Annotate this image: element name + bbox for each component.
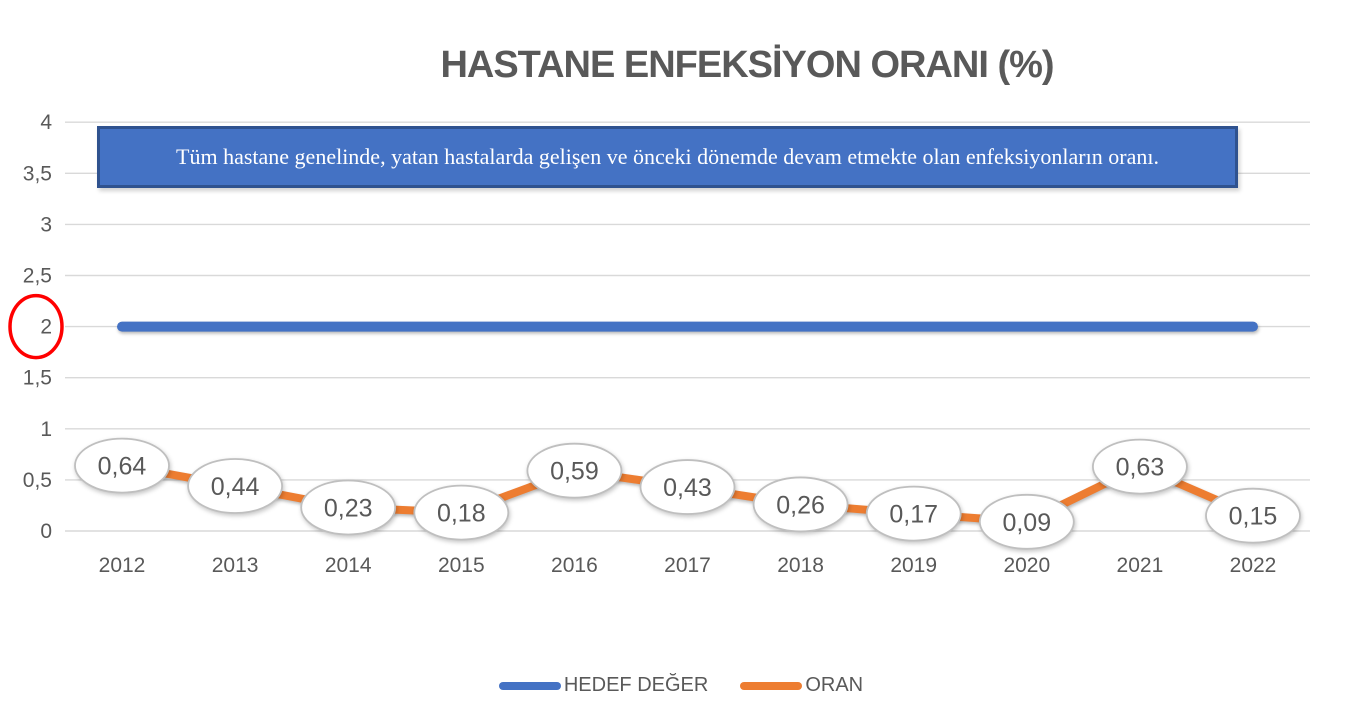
x-axis-tick-label: 2022 [1230, 554, 1277, 577]
data-label-bubble [300, 479, 397, 536]
data-label: 0,44 [211, 473, 260, 501]
data-label-bubble [187, 458, 284, 514]
x-axis-tick-label: 2019 [890, 554, 937, 577]
x-axis-tick-label: 2013 [212, 554, 259, 577]
data-label: 0,63 [1116, 454, 1165, 482]
data-label: 0,64 [98, 453, 147, 481]
x-axis-tick-label: 2017 [664, 554, 711, 577]
x-axis-tick-label: 2014 [325, 554, 372, 577]
data-label: 0,17 [889, 501, 938, 529]
data-label-bubble [639, 459, 736, 515]
legend-label-oran: ORAN [805, 674, 864, 696]
data-label: 0,15 [1229, 503, 1278, 531]
y-axis-tick-label: 3 [40, 213, 52, 236]
data-label-bubble [865, 485, 962, 542]
data-label-bubble [74, 437, 170, 494]
data-label: 0,18 [437, 500, 486, 528]
x-axis-tick-label: 2012 [99, 554, 146, 577]
description-banner: Tüm hastane genelinde, yatan hastalarda … [97, 126, 1238, 188]
data-label: 0,23 [324, 494, 373, 522]
legend: HEDEF DEĞER ORAN [0, 674, 1362, 697]
hedef-deger-line-swatch-icon [498, 681, 561, 690]
data-label-bubble [1092, 438, 1188, 495]
data-label-bubble [1205, 487, 1301, 544]
legend-item-hedef-deger: HEDEF DEĞER [498, 674, 709, 697]
x-axis-tick-label: 2015 [438, 554, 485, 577]
data-label: 0,09 [1002, 509, 1051, 537]
x-axis-tick-label: 2018 [777, 554, 824, 577]
y-axis-tick-label: 0 [40, 520, 52, 543]
y-axis-tick-label: 3,5 [23, 162, 52, 185]
plot-area: 0 0,5 1 1,5 2 2,5 3 3,5 4 2012 2013 2014 2015 2016 201… [8, 111, 1310, 577]
description-text: Tüm hastane genelinde, yatan hastalarda … [176, 144, 1159, 169]
x-axis-tick-label: 2016 [551, 554, 598, 577]
x-axis-tick-label: 2021 [1117, 554, 1164, 577]
data-label-bubble [413, 484, 510, 541]
y-axis-tick-label: 2,5 [23, 265, 52, 288]
y-axis-tick-label: 1,5 [23, 367, 52, 390]
data-label-bubble [526, 442, 623, 499]
legend-label-hedef-deger: HEDEF DEĞER [563, 674, 709, 696]
data-label: 0,26 [776, 491, 825, 519]
oran-line-swatch-icon [740, 681, 803, 690]
y-axis-tick-label: 2 [40, 316, 52, 339]
y-axis-tick-label: 4 [40, 111, 52, 134]
data-label: 0,59 [550, 458, 599, 486]
x-axis-tick-label: 2020 [1003, 554, 1050, 577]
y-axis-tick-label: 1 [40, 418, 52, 441]
chart-title: HASTANE ENFEKSİYON ORANI (%) [440, 44, 1054, 86]
data-label-bubble [978, 493, 1075, 550]
red-circle-annotation [8, 293, 64, 360]
data-label: 0,43 [663, 474, 712, 502]
legend-item-oran: ORAN [740, 674, 863, 697]
y-axis-tick-label: 0,5 [23, 469, 52, 492]
data-label-bubble [752, 476, 849, 533]
